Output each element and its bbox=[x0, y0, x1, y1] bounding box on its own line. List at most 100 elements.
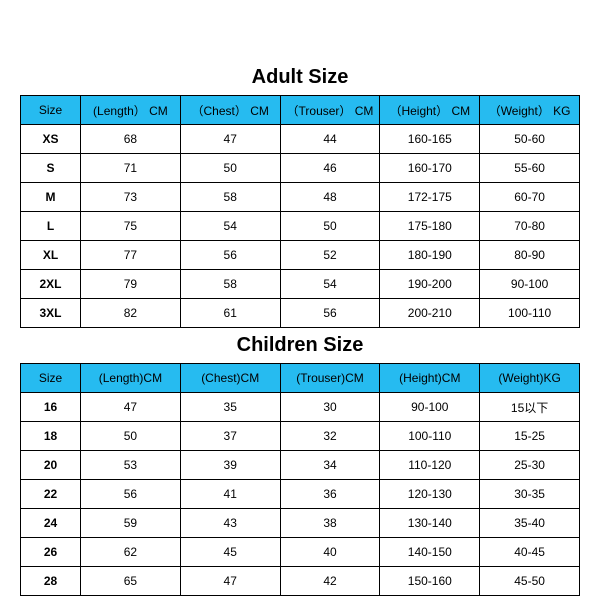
cell: 75 bbox=[81, 212, 181, 241]
table-row: 22564136120-13030-35 bbox=[21, 480, 580, 509]
cell: 55-60 bbox=[480, 154, 580, 183]
table-row: 24594338130-14035-40 bbox=[21, 509, 580, 538]
cell: 150-160 bbox=[380, 567, 480, 596]
adult-body: XS684744160-16550-60S715046160-17055-60M… bbox=[21, 125, 580, 328]
cell: 56 bbox=[180, 241, 280, 270]
cell: 47 bbox=[180, 125, 280, 154]
cell: 160-170 bbox=[380, 154, 480, 183]
cell: M bbox=[21, 183, 81, 212]
cell: 80-90 bbox=[480, 241, 580, 270]
cell: 35 bbox=[180, 393, 280, 422]
cell: 56 bbox=[280, 299, 380, 328]
cell: 77 bbox=[81, 241, 181, 270]
cell: 36 bbox=[280, 480, 380, 509]
cell: 65 bbox=[81, 567, 181, 596]
adult-header-row: Size (Length） CM （Chest） CM （Trouser） CM… bbox=[21, 96, 580, 125]
cell: 42 bbox=[280, 567, 380, 596]
cell: 39 bbox=[180, 451, 280, 480]
cell: 47 bbox=[180, 567, 280, 596]
cell: 175-180 bbox=[380, 212, 480, 241]
cell: 70-80 bbox=[480, 212, 580, 241]
cell: 15-25 bbox=[480, 422, 580, 451]
col-height: (Height)CM bbox=[380, 364, 480, 393]
cell: 130-140 bbox=[380, 509, 480, 538]
cell: 90-100 bbox=[480, 270, 580, 299]
col-size: Size bbox=[21, 96, 81, 125]
col-trouser: (Trouser)CM bbox=[280, 364, 380, 393]
cell: 47 bbox=[81, 393, 181, 422]
cell: 37 bbox=[180, 422, 280, 451]
cell: 53 bbox=[81, 451, 181, 480]
cell: 22 bbox=[21, 480, 81, 509]
cell: 24 bbox=[21, 509, 81, 538]
cell: 100-110 bbox=[480, 299, 580, 328]
cell: 58 bbox=[180, 270, 280, 299]
cell: 35-40 bbox=[480, 509, 580, 538]
cell: 60-70 bbox=[480, 183, 580, 212]
col-length: (Length） CM bbox=[81, 96, 181, 125]
cell: 20 bbox=[21, 451, 81, 480]
cell: S bbox=[21, 154, 81, 183]
table-row: 1647353090-10015以下 bbox=[21, 393, 580, 422]
adult-title: Adult Size bbox=[20, 60, 580, 95]
cell: 16 bbox=[21, 393, 81, 422]
cell: 15以下 bbox=[480, 393, 580, 422]
cell: 34 bbox=[280, 451, 380, 480]
cell: XL bbox=[21, 241, 81, 270]
cell: 45 bbox=[180, 538, 280, 567]
cell: 41 bbox=[180, 480, 280, 509]
table-row: 18503732100-11015-25 bbox=[21, 422, 580, 451]
cell: 190-200 bbox=[380, 270, 480, 299]
table-row: S715046160-17055-60 bbox=[21, 154, 580, 183]
cell: 54 bbox=[180, 212, 280, 241]
children-body: 1647353090-10015以下18503732100-11015-2520… bbox=[21, 393, 580, 596]
adult-table: Size (Length） CM （Chest） CM （Trouser） CM… bbox=[20, 95, 580, 328]
cell: 44 bbox=[280, 125, 380, 154]
table-row: 2XL795854190-20090-100 bbox=[21, 270, 580, 299]
table-row: 26624540140-15040-45 bbox=[21, 538, 580, 567]
cell: 110-120 bbox=[380, 451, 480, 480]
cell: 52 bbox=[280, 241, 380, 270]
col-size: Size bbox=[21, 364, 81, 393]
cell: 62 bbox=[81, 538, 181, 567]
cell: 54 bbox=[280, 270, 380, 299]
cell: 68 bbox=[81, 125, 181, 154]
col-length: (Length)CM bbox=[81, 364, 181, 393]
cell: 18 bbox=[21, 422, 81, 451]
cell: 25-30 bbox=[480, 451, 580, 480]
cell: 50 bbox=[280, 212, 380, 241]
table-row: XS684744160-16550-60 bbox=[21, 125, 580, 154]
col-chest: (Chest)CM bbox=[180, 364, 280, 393]
cell: 61 bbox=[180, 299, 280, 328]
cell: 120-130 bbox=[380, 480, 480, 509]
cell: 2XL bbox=[21, 270, 81, 299]
cell: 3XL bbox=[21, 299, 81, 328]
cell: 58 bbox=[180, 183, 280, 212]
cell: 140-150 bbox=[380, 538, 480, 567]
cell: 43 bbox=[180, 509, 280, 538]
cell: 172-175 bbox=[380, 183, 480, 212]
cell: 73 bbox=[81, 183, 181, 212]
cell: L bbox=[21, 212, 81, 241]
size-chart: Adult Size Size (Length） CM （Chest） CM （… bbox=[20, 60, 580, 596]
cell: 59 bbox=[81, 509, 181, 538]
cell: 40 bbox=[280, 538, 380, 567]
table-row: 3XL826156200-210100-110 bbox=[21, 299, 580, 328]
table-row: M735848172-17560-70 bbox=[21, 183, 580, 212]
cell: 160-165 bbox=[380, 125, 480, 154]
cell: 180-190 bbox=[380, 241, 480, 270]
col-weight: （Weight） KG bbox=[480, 96, 580, 125]
col-height: （Height） CM bbox=[380, 96, 480, 125]
children-table: Size (Length)CM (Chest)CM (Trouser)CM (H… bbox=[20, 363, 580, 596]
cell: 30 bbox=[280, 393, 380, 422]
table-row: 28654742150-16045-50 bbox=[21, 567, 580, 596]
col-weight: (Weight)KG bbox=[480, 364, 580, 393]
cell: 79 bbox=[81, 270, 181, 299]
cell: 32 bbox=[280, 422, 380, 451]
children-title: Children Size bbox=[20, 328, 580, 363]
cell: 100-110 bbox=[380, 422, 480, 451]
col-trouser: （Trouser） CM bbox=[280, 96, 380, 125]
col-chest: （Chest） CM bbox=[180, 96, 280, 125]
cell: 48 bbox=[280, 183, 380, 212]
cell: 50 bbox=[180, 154, 280, 183]
